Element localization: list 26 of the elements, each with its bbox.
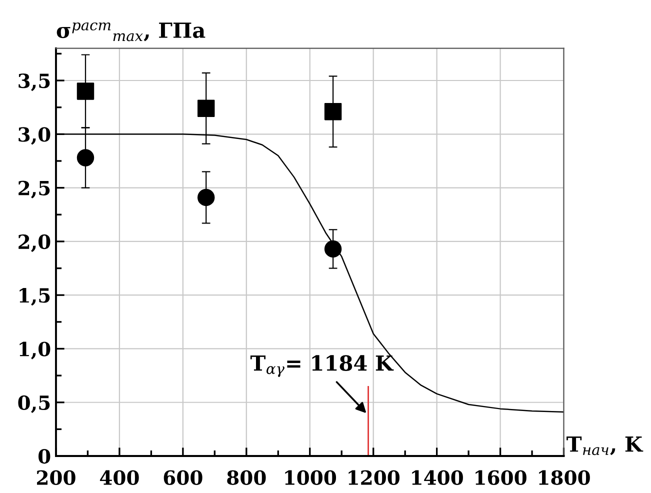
y-tick-label: 1,0	[20, 342, 50, 360]
x-tick-label: 1400	[412, 470, 463, 485]
x-tick-label: 800	[227, 470, 266, 485]
x-tick-label: 1200	[348, 470, 400, 485]
y-tick-label: 2,5	[18, 180, 50, 198]
point	[197, 100, 215, 118]
x-tick-label: 200	[36, 470, 76, 485]
point	[324, 240, 342, 258]
point	[76, 82, 94, 100]
x-tick-label: 600	[164, 470, 202, 485]
y-tick-label: 0	[38, 448, 50, 464]
annotation: T$_{αγ}$= 1184 K	[250, 355, 394, 377]
x-tick-label: 1800	[539, 470, 590, 485]
y-tick-label: 1,5	[20, 288, 50, 306]
point	[197, 188, 215, 206]
y-tick-label: 3,5	[18, 73, 50, 92]
y-axis-title: σ$^{раст}$$_{max}$, ГПа	[56, 22, 206, 42]
x-axis-title: T$_{нач}$, K	[566, 436, 644, 456]
x-tick-label: 1600	[476, 470, 526, 485]
point	[324, 103, 342, 120]
y-tick-label: 3,0	[18, 127, 50, 145]
point	[76, 149, 94, 166]
y-tick-label: 0,5	[18, 395, 50, 413]
x-tick-label: 1000	[285, 470, 336, 485]
x-tick-label: 400	[100, 470, 139, 485]
y-tick-label: 2,0	[18, 234, 50, 252]
